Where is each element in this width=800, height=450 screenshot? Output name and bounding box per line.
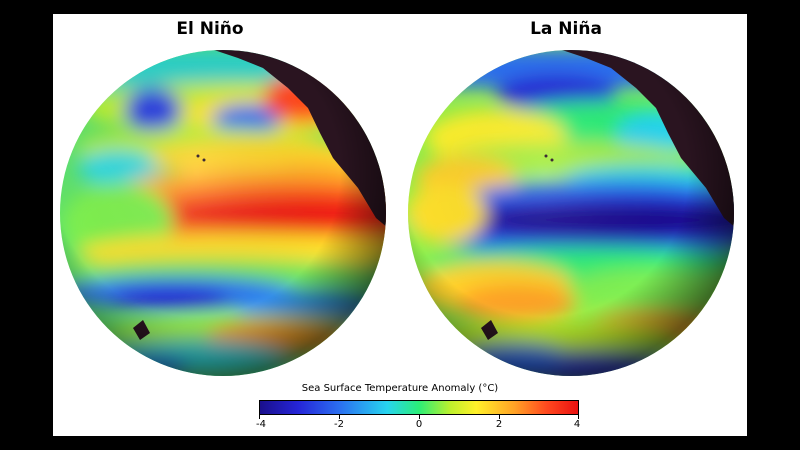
colorbar-label: 4 [573, 419, 581, 430]
figure-panel: El Niño La Niña [53, 14, 747, 436]
colorbar [259, 400, 579, 415]
la-nina-title: La Niña [530, 19, 602, 39]
colorbar-tick [499, 415, 500, 419]
la-nina-globe-map [408, 50, 734, 376]
colorbar-tick [578, 415, 579, 419]
colorbar-ticks [259, 415, 579, 420]
colorbar-label: -2 [334, 419, 344, 430]
colorbar-tick [339, 415, 340, 419]
colorbar-title: Sea Surface Temperature Anomaly (°C) [301, 383, 499, 394]
colorbar-tick [259, 415, 260, 419]
el-nino-globe-map [60, 50, 386, 376]
colorbar-tick [419, 415, 420, 419]
colorbar-label: 2 [495, 419, 503, 430]
la-nina-globe [406, 48, 736, 378]
colorbar-labels: -4 -2 0 2 4 [256, 419, 581, 433]
el-nino-title: El Niño [176, 19, 244, 39]
colorbar-label: 0 [415, 419, 423, 430]
colorbar-label: -4 [256, 419, 266, 430]
el-nino-globe [58, 48, 388, 378]
